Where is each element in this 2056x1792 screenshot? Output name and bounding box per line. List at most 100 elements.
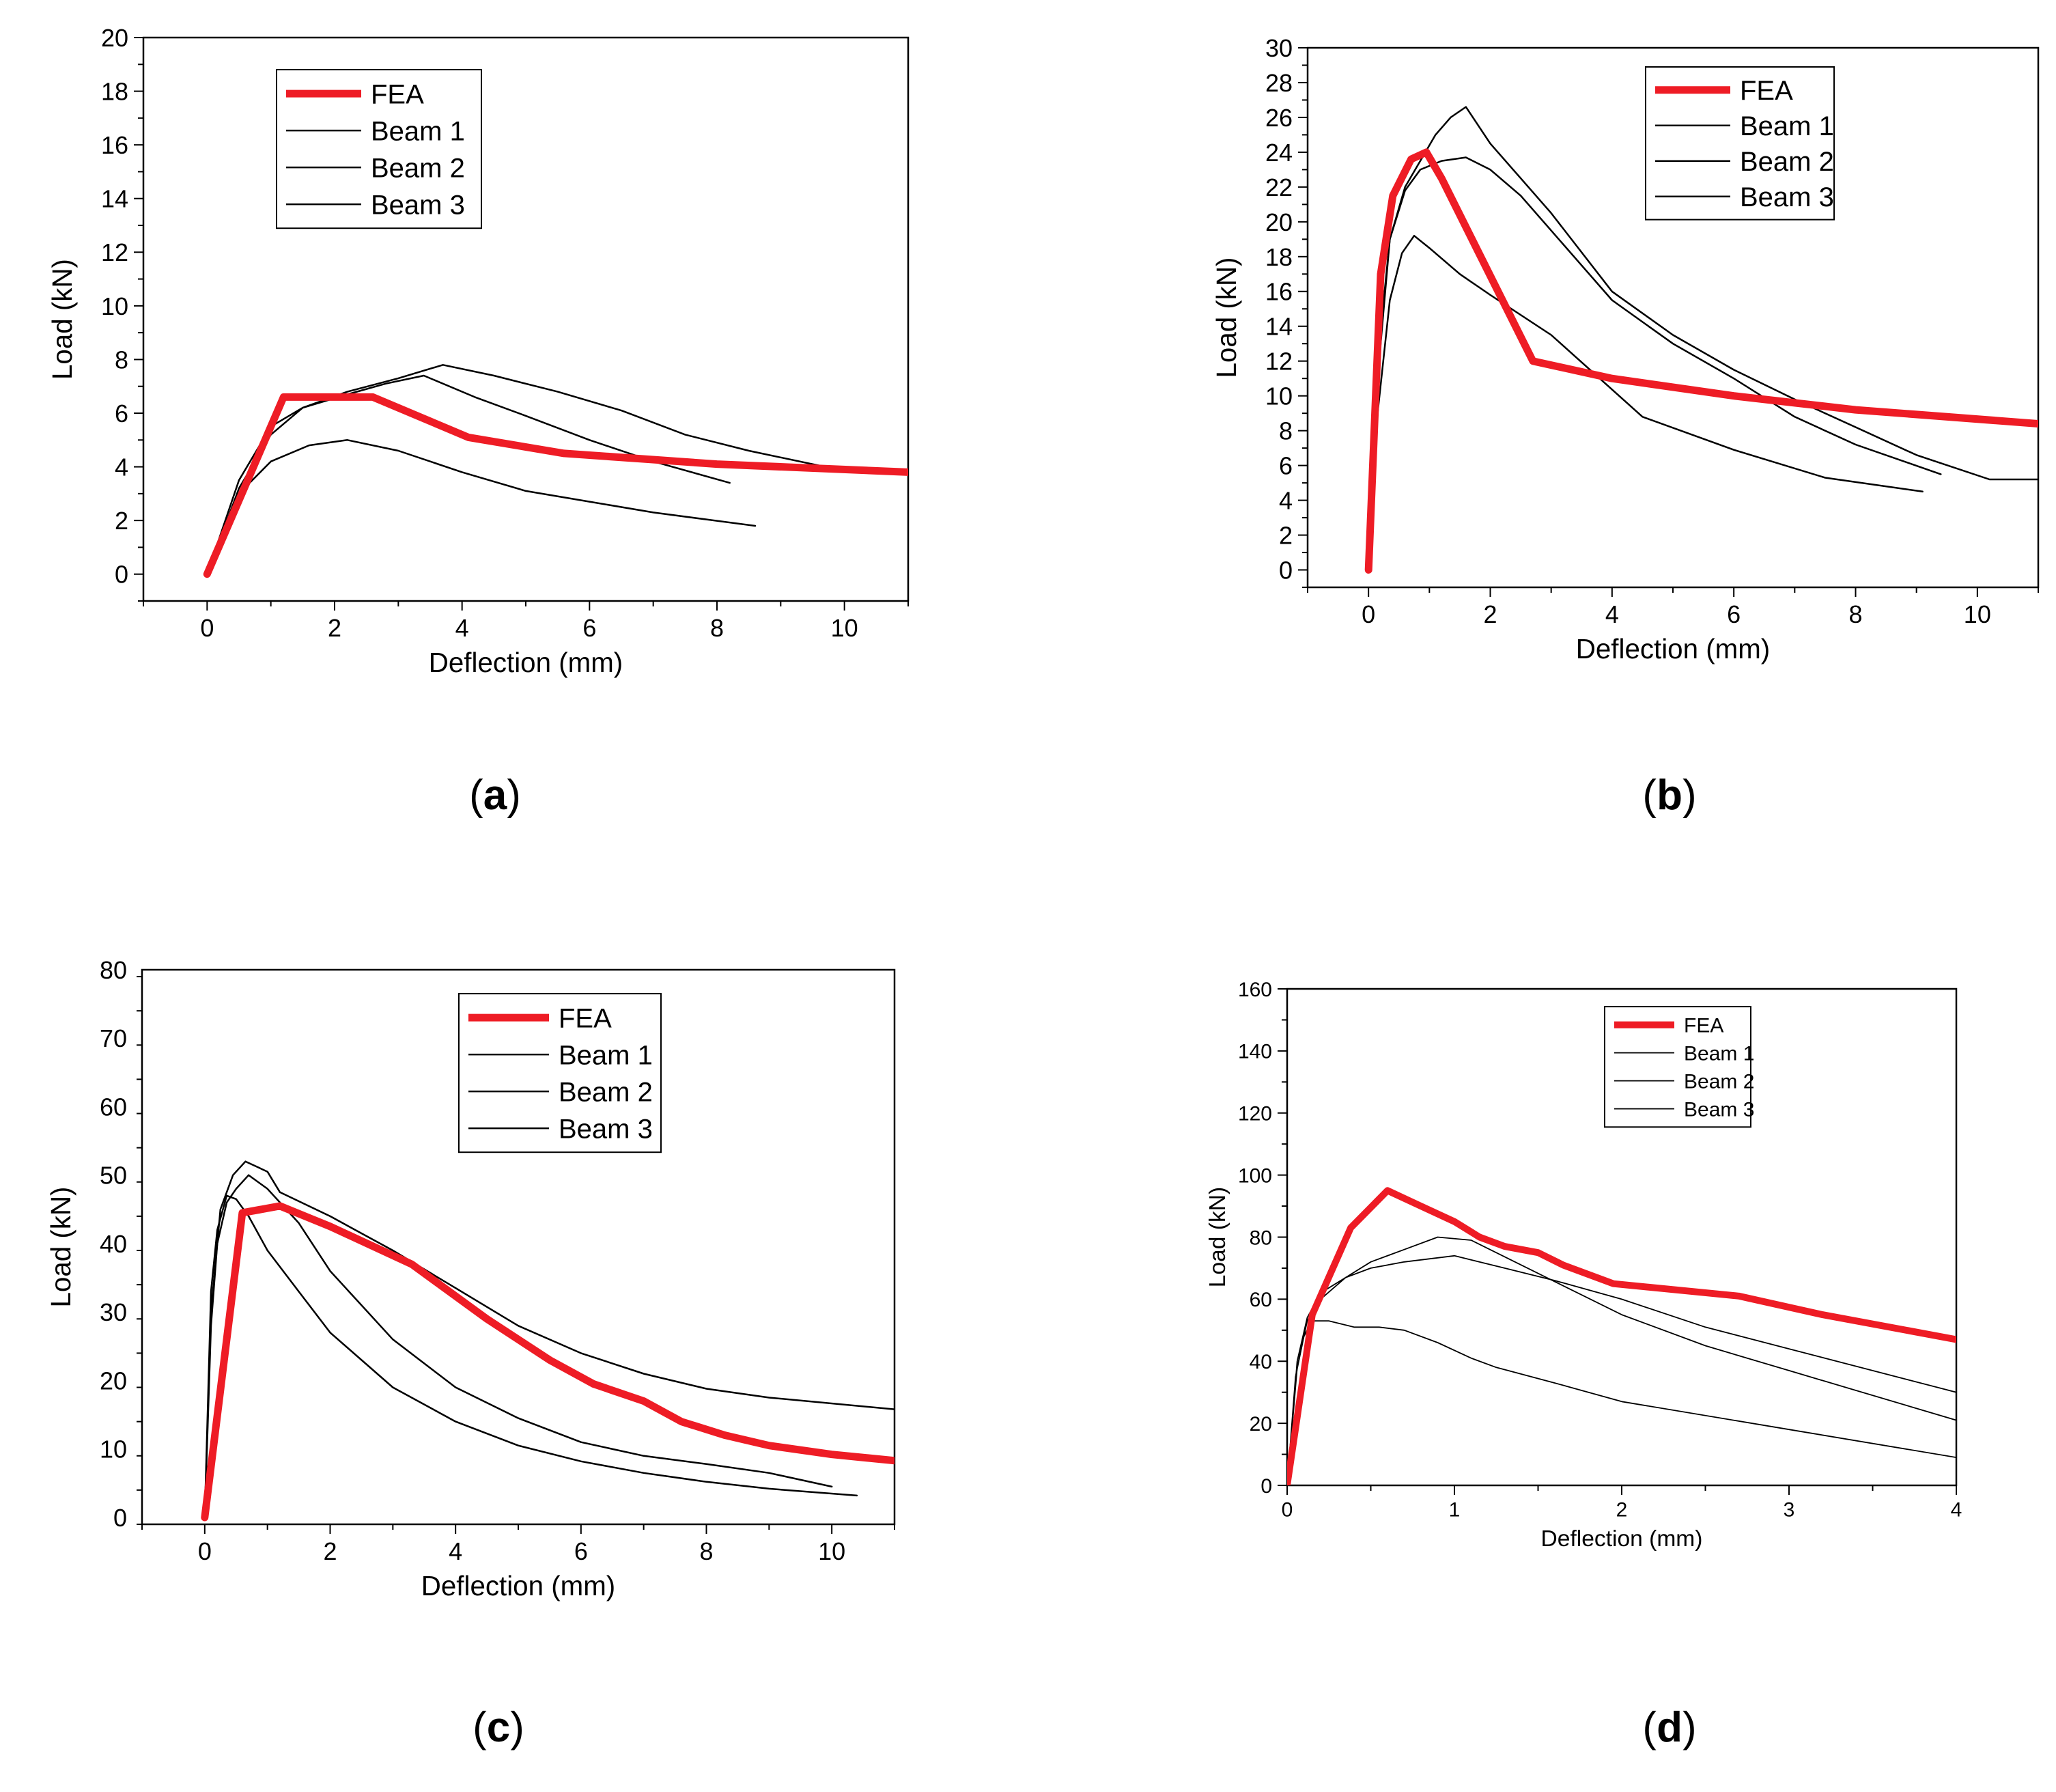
series-line-beam-3 xyxy=(206,439,757,575)
legend-label: FEA xyxy=(1740,76,1793,106)
x-tick-label: 8 xyxy=(710,614,724,642)
x-tick-label: 0 xyxy=(1282,1499,1293,1522)
y-tick-label: 10 xyxy=(101,292,128,320)
x-tick-label: 8 xyxy=(1848,600,1862,628)
y-tick-label: 12 xyxy=(101,238,128,266)
y-tick-label: 80 xyxy=(100,956,127,984)
x-tick-label: 6 xyxy=(1727,600,1741,628)
y-tick-label: 160 xyxy=(1238,979,1272,1001)
y-tick-label: 20 xyxy=(100,1367,127,1395)
chart-panel-2: 0 2 4 6 8 10024681012141618202224262830Deflec… xyxy=(1211,34,2040,819)
x-axis-label: Deflection (mm) xyxy=(1576,633,1770,664)
series-line-fea xyxy=(203,393,908,578)
panel-label: (c) xyxy=(473,1704,524,1751)
x-axis-label: Deflection (mm) xyxy=(1541,1526,1703,1552)
y-tick-label: 6 xyxy=(1279,452,1293,480)
x-tick-label: 4 xyxy=(455,614,469,642)
y-tick-label: 60 xyxy=(100,1093,127,1121)
y-tick-label: 16 xyxy=(101,131,128,159)
y-tick-label: 6 xyxy=(115,400,128,428)
y-tick-label: 14 xyxy=(1265,313,1293,341)
y-tick-label: 8 xyxy=(115,346,128,374)
y-tick-label: 30 xyxy=(1265,34,1293,62)
x-tick-label: 1 xyxy=(1449,1499,1461,1522)
y-tick-label: 20 xyxy=(1250,1413,1272,1436)
y-tick-label: 80 xyxy=(1250,1227,1272,1249)
legend-label: FEA xyxy=(371,80,424,110)
y-tick-label: 2 xyxy=(1279,522,1293,550)
y-tick-label: 18 xyxy=(1265,243,1293,271)
y-axis-label: Load (kN) xyxy=(45,1187,76,1308)
y-tick-label: 2 xyxy=(115,507,128,535)
y-axis-label: Load (kN) xyxy=(1211,257,1242,378)
series-line-fea xyxy=(1364,148,2038,574)
x-tick-label: 2 xyxy=(1483,600,1497,628)
series-line-beam-3 xyxy=(1367,234,1924,571)
x-tick-label: 10 xyxy=(818,1537,845,1565)
panel-label: (d) xyxy=(1642,1704,1696,1751)
x-tick-label: 4 xyxy=(449,1537,462,1565)
y-tick-label: 0 xyxy=(115,561,128,589)
y-tick-label: 40 xyxy=(1250,1351,1272,1373)
y-tick-label: 0 xyxy=(113,1504,127,1532)
x-tick-label: 10 xyxy=(1964,600,1991,628)
series-line-beam-1 xyxy=(1367,106,2038,571)
y-tick-label: 30 xyxy=(100,1298,127,1326)
series-line-beam-1 xyxy=(1287,1236,1956,1485)
y-tick-label: 22 xyxy=(1265,173,1293,201)
legend-label: FEA xyxy=(1684,1014,1723,1037)
x-axis-label: Deflection (mm) xyxy=(429,647,623,678)
x-tick-label: 4 xyxy=(1951,1499,1962,1522)
x-axis-label: Deflection (mm) xyxy=(421,1570,615,1601)
x-tick-label: 8 xyxy=(699,1537,713,1565)
x-tick-label: 0 xyxy=(198,1537,212,1565)
chart-panel-1: 0 2 4 6 8 10 0 2 4 6 8 10 12 14 16 18 20 Deflection (mm) L… xyxy=(46,24,910,819)
series-line-beam-2 xyxy=(203,1174,833,1519)
legend-label: Beam 2 xyxy=(1684,1070,1754,1093)
x-tick-label: 6 xyxy=(574,1537,588,1565)
panel-label: (a) xyxy=(469,772,521,819)
legend: FEA Beam 1 Beam 2 Beam 3 xyxy=(1645,66,1835,221)
series-line-fea xyxy=(1287,1187,1956,1485)
x-tick-label: 0 xyxy=(200,614,214,642)
y-tick-label: 20 xyxy=(1265,208,1293,236)
series-line-beam-3 xyxy=(203,1194,858,1519)
x-tick-label: 3 xyxy=(1784,1499,1795,1522)
y-tick-label: 10 xyxy=(100,1436,127,1464)
y-tick-label: 28 xyxy=(1265,69,1293,97)
x-tick-label: 6 xyxy=(582,614,596,642)
legend-label: Beam 3 xyxy=(371,191,465,221)
legend-label: FEA xyxy=(559,1004,612,1034)
y-tick-label: 0 xyxy=(1261,1475,1272,1498)
y-axis-label: Load (kN) xyxy=(1205,1187,1230,1287)
plot-frame xyxy=(142,36,910,602)
y-axis-label: Load (kN) xyxy=(46,259,78,380)
y-tick-label: 24 xyxy=(1265,139,1293,167)
y-tick-label: 14 xyxy=(101,185,128,213)
series-line-fea xyxy=(201,1202,895,1522)
legend: FEA Beam 1 Beam 2 Beam 3 xyxy=(1604,1006,1754,1128)
y-tick-label: 140 xyxy=(1238,1041,1272,1063)
x-tick-label: 2 xyxy=(323,1537,337,1565)
legend-label: Beam 2 xyxy=(1740,147,1834,177)
legend-label: Beam 3 xyxy=(1740,182,1834,212)
y-tick-label: 26 xyxy=(1265,104,1293,132)
legend-label: Beam 3 xyxy=(559,1115,653,1145)
x-tick-label: 0 xyxy=(1362,600,1375,628)
y-tick-label: 100 xyxy=(1238,1164,1272,1187)
y-tick-label: 60 xyxy=(1250,1289,1272,1311)
legend-label: Beam 1 xyxy=(1684,1042,1754,1065)
legend: FEA Beam 1 Beam 2 Beam 3 xyxy=(276,69,482,229)
y-tick-label: 10 xyxy=(1265,382,1293,410)
y-tick-label: 0 xyxy=(1279,556,1293,584)
legend: FEA Beam 1 Beam 2 Beam 3 xyxy=(458,993,662,1153)
legend-label: Beam 3 xyxy=(1684,1098,1754,1121)
panel-label: (b) xyxy=(1642,772,1696,819)
x-tick-label: 2 xyxy=(1616,1499,1628,1522)
legend-label: Beam 1 xyxy=(1740,111,1834,141)
y-tick-label: 4 xyxy=(115,453,128,481)
legend-label: Beam 1 xyxy=(559,1041,653,1071)
y-tick-label: 40 xyxy=(100,1230,127,1258)
